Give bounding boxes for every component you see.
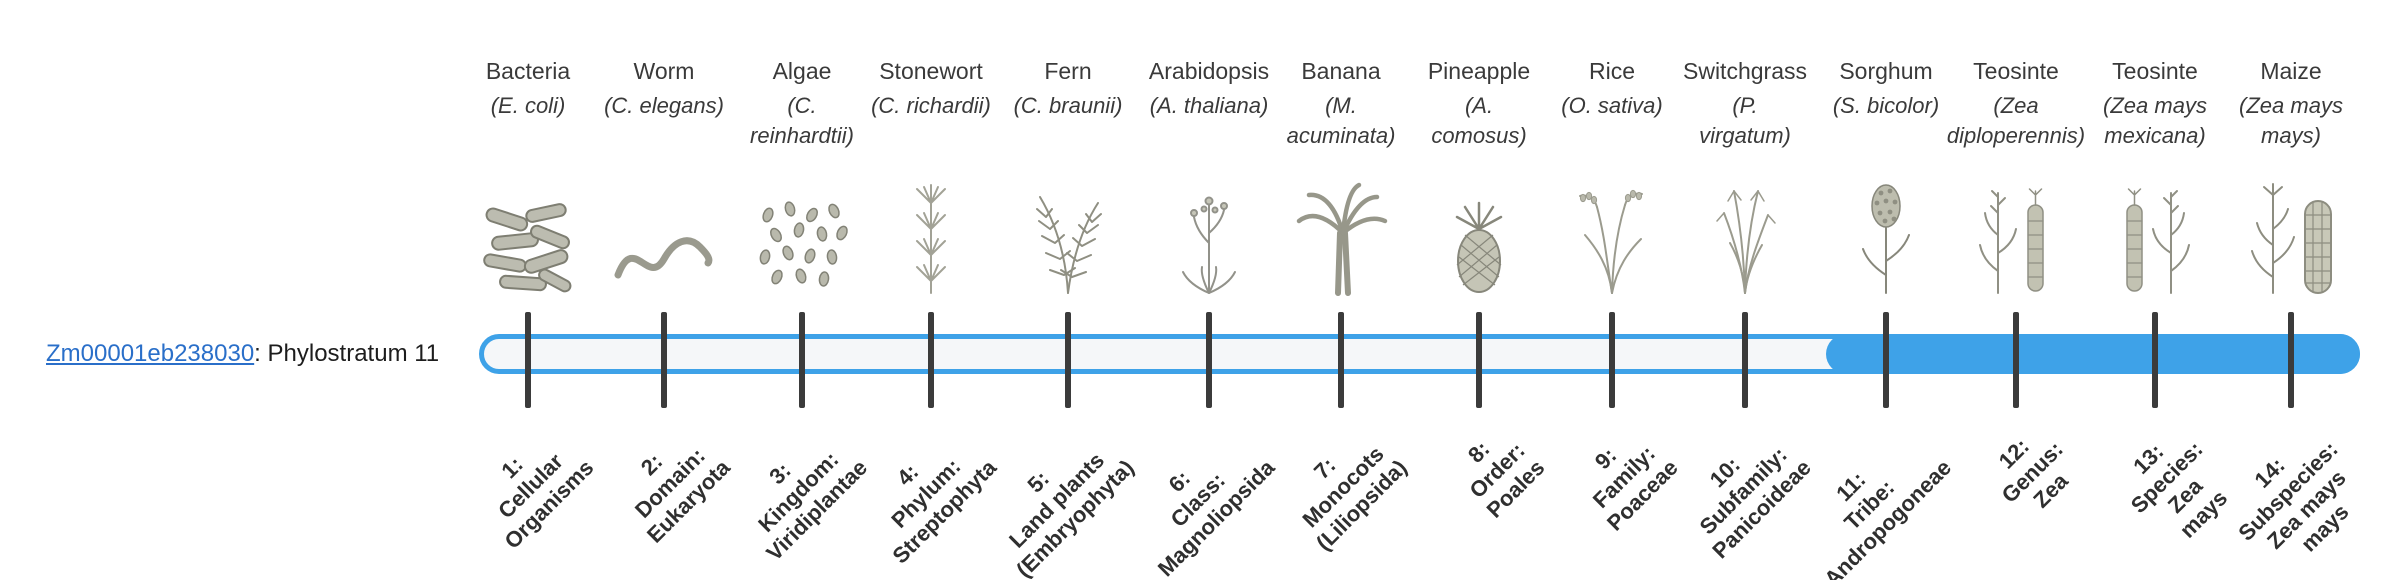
species-name: (M. acuminata)	[1286, 93, 1396, 148]
organism-name: Teosinte	[2112, 58, 2198, 84]
phylostratum-bar-fill	[1826, 334, 2360, 374]
pineapple-icon	[1455, 201, 1503, 293]
tick-7	[1338, 312, 1344, 408]
species-name: (C. richardii)	[871, 93, 991, 118]
stratum-label-13: 13: Species: Zea mays	[2125, 436, 2232, 543]
organism-column-teosinte-mexicana: Teosinte (Zea mays mexicana)	[2055, 55, 2255, 297]
stratum-label-6: 6: Class: Magnoliopsida	[1152, 454, 1280, 580]
species-name: (Zea mays mexicana)	[2103, 93, 2207, 148]
worm-icon	[614, 237, 713, 279]
species-name: (C. braunii)	[1013, 93, 1123, 118]
tick-8	[1476, 312, 1482, 408]
organism-name: Sorghum	[1839, 58, 1933, 84]
stratum-label-4: 4: Phylum: Streptophyta	[886, 453, 1002, 569]
species-name: (Zea diploperennis)	[1946, 93, 2086, 148]
organism-name: Arabidopsis	[1148, 58, 1270, 84]
stratum-label-3: 3: Kingdom: Viridiplantae	[753, 446, 873, 566]
organism-column-switchgrass: Switchgrass (P. virgatum)	[1645, 55, 1845, 297]
organism-column-rice: Rice (O. sativa)	[1512, 55, 1712, 297]
organism-name: Teosinte	[1973, 58, 2059, 84]
tick-11	[1883, 312, 1889, 408]
organism-column-fern: Fern (C. braunii)	[968, 55, 1168, 297]
switchgrass-icon	[1716, 190, 1776, 294]
organism-column-bacteria: Bacteria (E. coli)	[428, 55, 628, 297]
rice-icon	[1579, 189, 1643, 294]
organism-name: Bacteria	[485, 58, 571, 84]
stonewort-icon	[916, 184, 946, 294]
stratum-label-1: 1: Cellular Organisms	[493, 448, 599, 554]
organism-column-banana: Banana (M. acuminata)	[1241, 55, 1441, 297]
tick-3	[799, 312, 805, 408]
species-name: (E. coli)	[490, 93, 566, 118]
tick-2	[661, 312, 667, 408]
organism-name: Rice	[1588, 58, 1635, 84]
organism-column-maize: Maize (Zea mays mays)	[2191, 55, 2391, 297]
species-name: (A. comosus)	[1431, 93, 1527, 148]
arabidopsis-icon	[1182, 196, 1236, 294]
species-name: (C. elegans)	[604, 93, 724, 118]
organism-column-algae: Algae (C. reinhardtii)	[702, 55, 902, 297]
maize-icon	[2251, 183, 2332, 294]
organism-name: Pineapple	[1427, 58, 1531, 84]
organism-column-sorghum: Sorghum (S. bicolor)	[1786, 55, 1986, 297]
stratum-label-11: 11: Tribe: Andropogoneae	[1819, 454, 1957, 580]
stratum-label-12: 12: Genus: Zea	[1993, 433, 2074, 513]
banana-icon	[1296, 182, 1388, 296]
tick-6	[1206, 312, 1212, 408]
stratum-label-5: 5: Land plants (Embryophyta)	[1003, 447, 1139, 580]
fern-icon	[1036, 196, 1102, 294]
organism-name: Stonewort	[879, 58, 983, 84]
species-name: (Zea mays mays)	[2239, 93, 2343, 148]
tick-10	[1742, 312, 1748, 408]
tick-5	[1065, 312, 1071, 408]
species-name: (P. virgatum)	[1699, 93, 1791, 148]
organism-column-pineapple: Pineapple (A. comosus)	[1379, 55, 1579, 297]
organism-name: Fern	[1044, 58, 1092, 84]
organism-name: Banana	[1301, 58, 1381, 84]
gene-link[interactable]: Zm00001eb238030	[46, 340, 255, 367]
tick-1	[525, 312, 531, 408]
algae-icon	[759, 201, 848, 287]
stratum-label-8: 8: Order: Poales	[1463, 436, 1550, 523]
gene-stratum-text: : Phylostratum 11	[254, 340, 440, 367]
organism-name: Maize	[2260, 58, 2322, 84]
species-name: (A. thaliana)	[1149, 93, 1269, 118]
organism-column-arabidopsis: Arabidopsis (A. thaliana)	[1109, 55, 1309, 297]
organism-name: Worm	[633, 58, 695, 84]
teosinte-diploperennis-icon	[1979, 188, 2044, 294]
species-name: (S. bicolor)	[1832, 93, 1940, 118]
stratum-label-2: 2: Domain: Eukaryota	[629, 442, 735, 548]
tick-14	[2288, 312, 2294, 408]
tick-12	[2013, 312, 2019, 408]
organism-column-stonewort: Stonewort (C. richardii)	[831, 55, 1031, 297]
species-name: (C. reinhardtii)	[750, 93, 854, 148]
organism-column-teosinte-diploperennis: Teosinte (Zea diploperennis)	[1916, 55, 2116, 297]
tick-13	[2152, 312, 2158, 408]
organism-column-worm: Worm (C. elegans)	[564, 55, 764, 297]
bacteria-icon	[483, 203, 572, 293]
organism-name: Switchgrass	[1683, 58, 1807, 84]
tick-9	[1609, 312, 1615, 408]
stratum-label-9: 9: Family: Poaceae	[1587, 440, 1683, 536]
organism-name: Algae	[772, 58, 832, 84]
sorghum-icon	[1862, 184, 1910, 294]
stratum-label-14: 14: Subspecies: Zea mays mays	[2233, 436, 2354, 557]
species-name: (O. sativa)	[1561, 93, 1663, 118]
gene-label: Zm00001eb238030: Phylostratum 11	[46, 340, 439, 368]
teosinte-mexicana-icon	[2126, 188, 2190, 294]
tick-4	[928, 312, 934, 408]
stratum-label-7: 7: Monocots (Liliopsida)	[1297, 441, 1412, 556]
